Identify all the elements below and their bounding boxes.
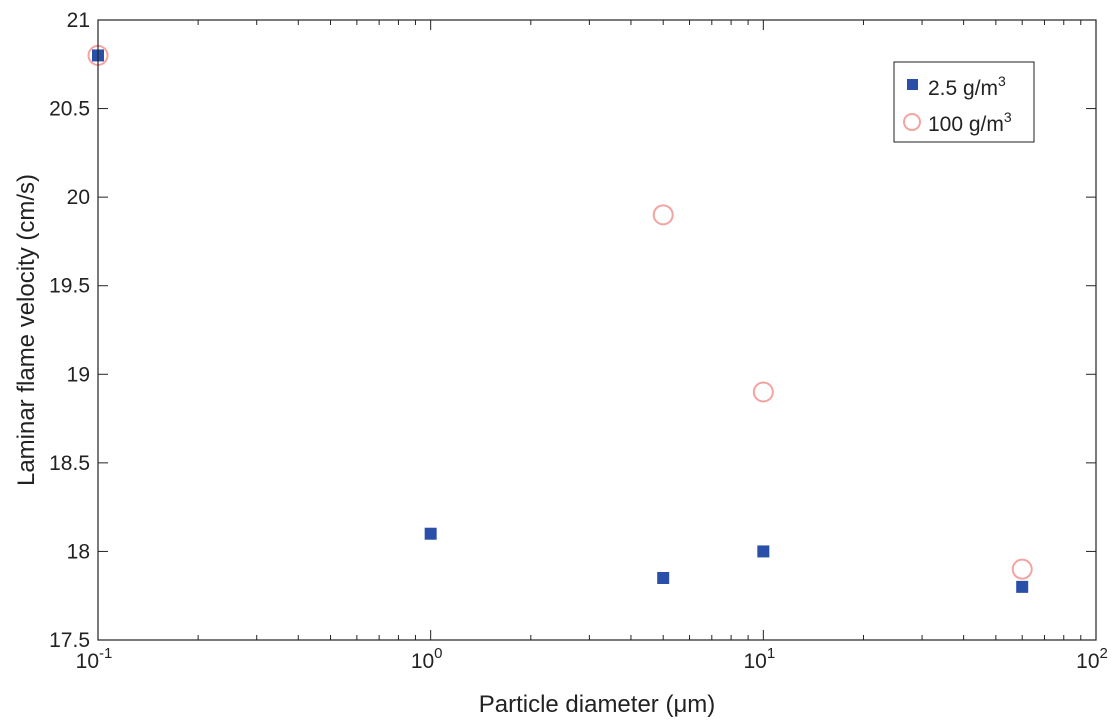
y-tick-label: 18 [67, 540, 90, 563]
legend-box [893, 61, 1035, 143]
ticks-layer: 10-1 100 101 102 17.5 18 18.5 19 19.5 20 20.5 21 [49, 9, 1108, 673]
plot-frame [97, 19, 1097, 641]
x-tick-label: 100 [411, 645, 443, 673]
data-point-2-5-g-m3 [757, 545, 770, 558]
x-axis-label: Particle diameter (μm) [479, 691, 716, 718]
y-tick-label: 21 [67, 9, 90, 32]
y-tick-label: 18.5 [49, 452, 90, 475]
legend-marker-100-g-m3 [903, 113, 921, 131]
data-point-2-5-g-m3 [1016, 580, 1029, 593]
legend-marker-2-5-g-m3 [907, 79, 918, 90]
x-tick-label: 10-1 [76, 645, 113, 673]
data-point-100-g-m3 [752, 381, 774, 403]
y-tick-label: 19.5 [49, 275, 90, 298]
data-point-100-g-m3 [1011, 558, 1033, 580]
data-point-2-5-g-m3 [424, 527, 437, 540]
data-point-2-5-g-m3 [657, 572, 670, 584]
legend: 2.5 g/m3 100 g/m3 [893, 61, 1035, 143]
x-tick-label: 101 [743, 645, 775, 673]
points-layer [87, 44, 1033, 593]
y-tick-label: 20.5 [49, 98, 90, 121]
data-point-100-g-m3 [652, 204, 674, 226]
y-tick-label: 20 [67, 186, 90, 209]
y-tick-label: 17.5 [49, 629, 90, 652]
x-tick-label: 102 [1076, 645, 1108, 673]
legend-label-100-g-m3: 100 g/m3 [928, 109, 1012, 136]
y-axis-label: Laminar flame velocity (cm/s) [13, 174, 40, 486]
y-tick-label: 19 [67, 363, 90, 386]
legend-label-2-5-g-m3: 2.5 g/m3 [928, 73, 1006, 100]
